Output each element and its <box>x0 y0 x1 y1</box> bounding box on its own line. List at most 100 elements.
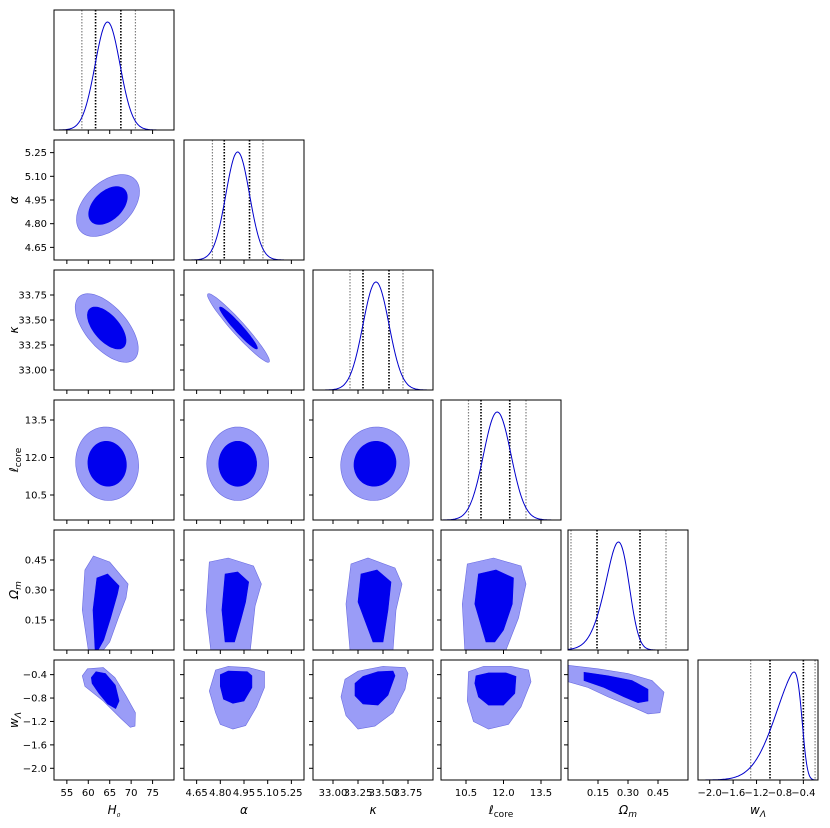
x-tick-label: 12.0 <box>492 788 514 799</box>
panel-Om-wL: 0.15 0.30 0.45 Ωm <box>564 659 689 820</box>
x-tick-label: 33.75 <box>394 788 423 799</box>
contour-1sigma <box>88 186 128 225</box>
y-tick-label: −2.0 <box>23 764 47 775</box>
x-axis-label-Om: Ωm <box>618 803 637 820</box>
panel-alpha-lcore <box>180 399 305 524</box>
marginal-curve-kappa <box>313 281 433 390</box>
panel-frame <box>53 659 175 781</box>
panel-H0-Om: 0.15 0.30 0.45 Ωm <box>7 529 175 654</box>
y-tick-label: 4.95 <box>25 196 47 207</box>
x-axis-label-kappa: κ <box>369 803 377 817</box>
contour-1sigma <box>219 306 258 350</box>
panel-frame <box>53 9 175 131</box>
contour-1sigma <box>87 441 127 487</box>
panel-H0-lcore: 10.5 12.0 13.5 ℓcore <box>7 399 175 524</box>
x-tick-label: 0.45 <box>647 788 669 799</box>
x-tick-label: 5.10 <box>257 788 279 799</box>
panel-frame <box>312 269 434 391</box>
panel-frame <box>440 659 562 781</box>
y-tick-label: 33.75 <box>18 291 47 302</box>
y-tick-label: 4.65 <box>25 243 47 254</box>
panel-frame <box>312 399 434 521</box>
panel-H0-alpha: 4.65 4.80 4.95 5.10 5.25 α <box>7 139 175 264</box>
panel-Om-Om <box>567 529 689 654</box>
y-tick-label: 33.00 <box>18 366 47 377</box>
marginal-curve-Om <box>568 541 688 650</box>
panel-wL-wL: −2.0 −1.6 −1.2 −0.8 −0.4 wΛ <box>697 659 819 820</box>
contour-1sigma <box>354 670 396 706</box>
y-tick-label: 33.50 <box>18 316 47 327</box>
panel-frame <box>53 269 175 391</box>
x-axis-label-alpha: α <box>240 803 248 817</box>
panel-kappa-lcore <box>309 399 434 524</box>
x-axis-label-wL: wΛ <box>750 803 766 820</box>
y-tick-label: 4.80 <box>25 219 47 230</box>
x-tick-label: 0.15 <box>587 788 609 799</box>
panel-H0-wL: 55 60 65 70 75 −2.0 −1.6 −1.2 −0.8 −0.4 H₀ wΛ <box>7 659 175 820</box>
x-tick-label: −0.4 <box>791 788 815 799</box>
panel-frame <box>53 399 175 521</box>
x-tick-label: −0.8 <box>768 788 792 799</box>
x-tick-label: 60 <box>82 788 95 799</box>
x-tick-label: 33.25 <box>344 788 373 799</box>
contour-1sigma <box>474 672 517 706</box>
x-axis-label-lcore: ℓcore <box>488 803 514 820</box>
y-tick-label: 33.25 <box>18 341 47 352</box>
contour-1sigma <box>87 306 127 350</box>
marginal-curve-alpha <box>184 151 304 260</box>
panel-frame <box>440 399 562 521</box>
panel-lcore-Om <box>437 529 562 654</box>
marginal-curve-wL <box>698 671 818 780</box>
x-tick-label: −2.0 <box>698 788 722 799</box>
x-tick-label: 70 <box>125 788 138 799</box>
marginal-curve-lcore <box>441 411 561 520</box>
y-tick-label: −0.8 <box>23 694 47 705</box>
panel-frame <box>312 659 434 781</box>
panel-alpha-wL: 4.65 4.80 4.95 5.10 5.25 α <box>180 659 305 817</box>
contour-1sigma <box>92 573 120 650</box>
y-tick-label: 13.5 <box>25 416 47 427</box>
panel-alpha-alpha <box>183 139 305 264</box>
y-axis-label-Om: Ωm <box>7 581 24 600</box>
x-tick-label: 4.95 <box>233 788 255 799</box>
panel-H0-kappa: 33.00 33.25 33.50 33.75 κ <box>7 269 175 394</box>
x-tick-label: −1.6 <box>721 788 745 799</box>
contour-1sigma <box>221 571 250 643</box>
panel-frame <box>567 529 689 651</box>
y-tick-label: 5.25 <box>25 148 47 159</box>
y-tick-label: 0.45 <box>25 556 47 567</box>
contour-1sigma <box>353 441 397 487</box>
y-tick-label: −1.2 <box>23 717 47 728</box>
x-tick-label: −1.2 <box>744 788 768 799</box>
x-tick-label: 4.65 <box>185 788 207 799</box>
panel-frame <box>183 139 305 261</box>
y-tick-label: 12.0 <box>25 453 47 464</box>
x-axis-label-H0: H₀ <box>108 803 121 820</box>
contour-1sigma <box>220 670 253 704</box>
y-axis-label-wL: wΛ <box>7 712 24 728</box>
x-tick-label: 75 <box>146 788 159 799</box>
panel-lcore-lcore <box>440 399 562 524</box>
panel-alpha-kappa <box>180 269 305 394</box>
panel-kappa-Om <box>309 529 434 654</box>
x-tick-label: 65 <box>103 788 116 799</box>
x-tick-label: 33.00 <box>319 788 348 799</box>
y-tick-label: 0.30 <box>25 586 47 597</box>
x-tick-label: 0.30 <box>617 788 639 799</box>
contour-1sigma <box>90 671 120 710</box>
y-axis-label-kappa: κ <box>7 326 21 334</box>
y-tick-label: −1.6 <box>23 740 47 751</box>
x-tick-label: 5.25 <box>280 788 302 799</box>
x-tick-label: 33.50 <box>369 788 398 799</box>
contour-1sigma <box>583 671 649 704</box>
x-tick-label: 55 <box>60 788 73 799</box>
contour-1sigma <box>218 441 257 487</box>
marginal-curve-H0 <box>54 21 174 130</box>
y-tick-label: −0.4 <box>23 670 47 681</box>
contour-1sigma <box>357 569 392 643</box>
panel-H0-H0 <box>53 9 175 134</box>
y-tick-label: 10.5 <box>25 491 47 502</box>
panel-kappa-kappa <box>312 269 434 394</box>
